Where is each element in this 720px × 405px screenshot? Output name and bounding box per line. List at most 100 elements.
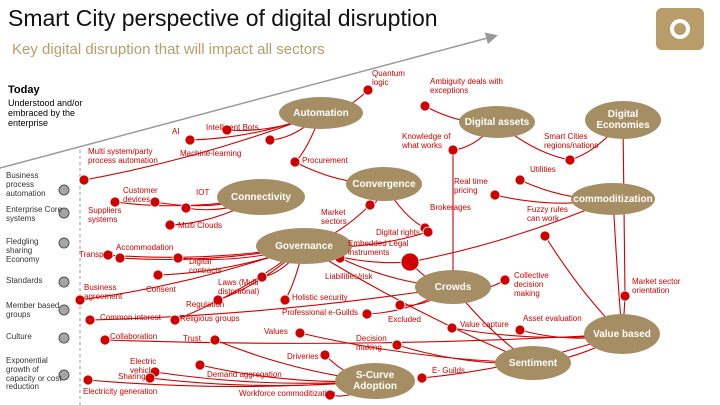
node-dot xyxy=(209,334,221,346)
hub-node: Connectivity xyxy=(217,179,305,215)
node-label: Workforce commoditization xyxy=(239,389,336,398)
node-dot xyxy=(514,324,526,336)
category-label: Enterprise Core systems xyxy=(6,205,63,223)
node-dot xyxy=(446,322,458,334)
node-label: Decision making xyxy=(356,334,387,352)
hub-node: Digital Economies xyxy=(585,101,661,139)
node-label: Collective decision making xyxy=(514,271,549,298)
category-label: Exponential growth of capacity or cost r… xyxy=(6,356,62,392)
node-label: Procurement xyxy=(302,156,348,165)
category-dot xyxy=(58,276,70,288)
node-dot xyxy=(99,334,111,346)
node-label: Machine-learning xyxy=(180,149,242,158)
node-label: Consent xyxy=(146,285,176,294)
node-label: Electricity generation xyxy=(83,387,158,396)
hub-node: S-Curve Adoption xyxy=(335,363,415,399)
hub-node: Governance xyxy=(256,228,352,264)
node-label: Sharing xyxy=(118,372,146,381)
node-label: Laws (Multi distortional) xyxy=(218,278,260,296)
node-label: Asset evaluation xyxy=(523,314,582,323)
node-dot xyxy=(324,389,336,401)
node-dot xyxy=(169,314,181,326)
category-dot xyxy=(58,207,70,219)
category-dot xyxy=(58,369,70,381)
node-dot xyxy=(84,314,96,326)
category-label: Culture xyxy=(6,332,32,341)
node-label: Multi Clouds xyxy=(178,221,223,230)
node-dot xyxy=(419,100,431,112)
node-dot xyxy=(619,290,631,302)
node-dot xyxy=(361,308,373,320)
node-label: Fuzzy rules can work xyxy=(527,205,568,223)
category-dot xyxy=(58,237,70,249)
node-label: Business agreement xyxy=(84,283,123,301)
node-label: Trust xyxy=(183,334,201,343)
node-label: Value capture xyxy=(460,320,509,329)
node-dot xyxy=(447,144,459,156)
node-dot xyxy=(149,196,161,208)
hub-node: Value based xyxy=(584,314,660,354)
node-dot xyxy=(416,372,428,384)
node-label: Market sector orientation xyxy=(632,277,681,295)
node-dot xyxy=(144,372,156,384)
node-label: Regulation xyxy=(186,300,225,309)
node-dot xyxy=(114,252,126,264)
node-dot xyxy=(499,274,511,286)
category-dot xyxy=(58,304,70,316)
node-dot xyxy=(489,189,501,201)
node-dot xyxy=(364,199,376,211)
node-dot xyxy=(400,252,420,272)
node-dot xyxy=(391,339,403,351)
node-dot xyxy=(172,252,184,264)
logo xyxy=(656,8,704,50)
node-dot xyxy=(184,134,196,146)
category-label: Standards xyxy=(6,276,43,285)
node-label: Suppliers systems xyxy=(88,206,122,224)
node-label: Customer devices xyxy=(123,186,158,204)
node-label: Liabilities/risk xyxy=(325,272,373,281)
connection xyxy=(89,286,454,321)
node-label: Multi system/party process automation xyxy=(88,147,158,165)
node-label: IOT xyxy=(196,188,210,197)
node-dot xyxy=(264,134,276,146)
trend-arrow xyxy=(0,32,498,169)
node-label: Holistic security xyxy=(292,293,348,302)
node-label: Values xyxy=(264,327,288,336)
node-dot xyxy=(294,327,306,339)
node-dot xyxy=(152,269,164,281)
node-label: Common interest xyxy=(100,313,161,322)
node-label: Transport xyxy=(79,250,113,259)
node-dot xyxy=(514,174,526,186)
hub-node: Digital assets xyxy=(459,106,535,138)
node-label: Quantum logic xyxy=(372,69,405,87)
node-label: Brokerages xyxy=(430,203,471,212)
hub-node: Automation xyxy=(279,97,363,129)
node-label: Market sectors xyxy=(321,208,347,226)
node-label: Intelligent Bots xyxy=(206,123,259,132)
node-dot xyxy=(74,294,86,306)
category-label: Member based groups xyxy=(6,301,60,319)
node-dot xyxy=(539,230,551,242)
subtitle: Key digital disruption that will impact … xyxy=(12,41,325,58)
node-label: Driveries xyxy=(287,352,319,361)
node-dot xyxy=(78,174,90,186)
node-label: Utilities xyxy=(530,165,556,174)
node-label: Accommodation xyxy=(116,243,174,252)
connection xyxy=(104,333,623,344)
node-dot xyxy=(394,299,406,311)
node-label: E- Guilds xyxy=(432,366,465,375)
node-dot xyxy=(180,202,192,214)
hub-node: Crowds xyxy=(415,270,491,304)
node-label: Excluded xyxy=(388,315,421,324)
node-dot xyxy=(212,294,224,306)
node-label: AI xyxy=(172,127,180,136)
node-dot xyxy=(289,156,301,168)
node-dot xyxy=(194,359,206,371)
node-label: Digital contracts xyxy=(189,257,222,275)
node-dot xyxy=(279,294,291,306)
category-dot xyxy=(58,184,70,196)
title: Smart City perspective of digital disrup… xyxy=(8,5,438,31)
node-label: Professional e-Guilds xyxy=(282,308,359,317)
